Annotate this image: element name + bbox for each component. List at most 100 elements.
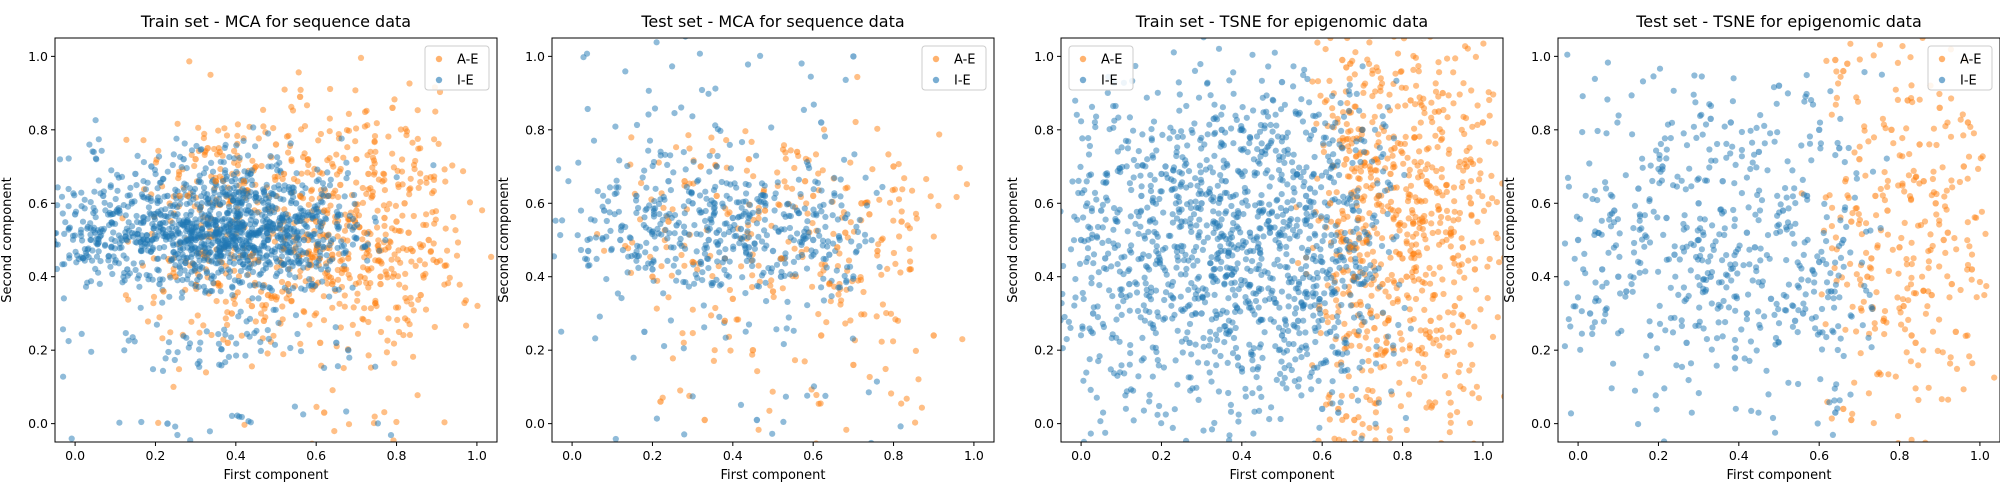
x-tick-label: 1.0	[467, 448, 487, 463]
density-point-a-e	[1456, 295, 1463, 302]
density-point-i-e	[851, 151, 858, 158]
density-point-i-e	[146, 210, 153, 217]
data-point-i-e	[236, 258, 243, 266]
density-point-a-e	[1447, 399, 1454, 406]
density-point-i-e	[120, 202, 127, 209]
density-point-i-e	[693, 248, 700, 255]
density-point-i-e	[645, 147, 652, 154]
density-point-i-e	[1296, 330, 1303, 337]
density-point-i-e	[156, 244, 163, 252]
density-point-a-e	[819, 167, 826, 174]
density-point-a-e	[255, 135, 262, 142]
density-point-i-e	[242, 352, 249, 359]
density-point-i-e	[1309, 289, 1316, 297]
density-point-i-e	[260, 242, 267, 249]
density-point-i-e	[1198, 145, 1205, 152]
density-point-i-e	[726, 195, 733, 202]
density-point-i-e	[1303, 204, 1310, 211]
density-point-i-e	[387, 432, 395, 439]
density-point-i-e	[1127, 213, 1134, 220]
density-point-i-e	[1072, 276, 1079, 283]
density-point-i-e	[643, 239, 650, 246]
density-point-i-e	[803, 265, 811, 272]
density-point-i-e	[1152, 330, 1159, 337]
density-point-a-e	[601, 247, 608, 254]
density-point-a-e	[1403, 292, 1411, 299]
density-point-i-e	[1181, 162, 1188, 169]
density-point-a-e	[1416, 197, 1423, 204]
data-point-a-e	[321, 409, 328, 416]
density-point-i-e	[1146, 391, 1153, 398]
density-point-i-e	[235, 188, 242, 195]
density-point-i-e	[1203, 222, 1210, 229]
density-point-a-e	[653, 305, 660, 312]
density-point-a-e	[883, 310, 890, 317]
density-point-i-e	[1127, 350, 1134, 357]
density-point-i-e	[1051, 328, 1057, 334]
density-point-a-e	[918, 404, 926, 411]
density-point-i-e	[1222, 323, 1229, 330]
density-point-a-e	[1369, 93, 1376, 100]
density-point-i-e	[603, 217, 610, 225]
density-point-i-e	[1283, 251, 1290, 258]
density-point-i-e	[1228, 202, 1235, 210]
data-point-a-e	[216, 148, 223, 156]
density-point-a-e	[813, 440, 819, 442]
density-point-a-e	[1410, 66, 1417, 73]
density-point-a-e	[260, 106, 267, 113]
density-point-i-e	[1141, 232, 1148, 239]
density-point-a-e	[1403, 186, 1410, 193]
density-point-a-e	[1452, 55, 1459, 62]
data-point-a-e	[898, 218, 905, 225]
density-point-i-e	[862, 174, 869, 181]
x-tick-label: 0.2	[146, 448, 166, 463]
density-point-i-e	[209, 168, 217, 175]
density-point-a-e	[912, 210, 920, 217]
density-point-i-e	[298, 285, 305, 292]
density-point-i-e	[1086, 356, 1093, 363]
density-point-i-e	[636, 450, 642, 456]
density-point-i-e	[1169, 219, 1176, 226]
density-point-i-e	[1265, 63, 1272, 70]
density-point-i-e	[274, 243, 281, 250]
density-point-a-e	[222, 298, 229, 305]
data-point-i-e	[212, 222, 219, 229]
density-point-i-e	[110, 210, 117, 217]
density-point-i-e	[1227, 327, 1234, 334]
density-point-a-e	[779, 285, 786, 292]
density-point-a-e	[1486, 112, 1493, 119]
density-point-i-e	[639, 174, 646, 181]
density-point-a-e	[1411, 125, 1418, 132]
density-point-i-e	[649, 230, 656, 237]
density-point-i-e	[1215, 210, 1222, 217]
density-point-a-e	[1478, 238, 1485, 245]
density-point-i-e	[1326, 140, 1333, 147]
density-point-i-e	[127, 184, 134, 191]
data-point-i-e	[92, 229, 99, 236]
density-point-i-e	[820, 297, 828, 304]
density-point-i-e	[1134, 162, 1141, 169]
density-point-a-e	[845, 257, 853, 264]
density-point-a-e	[1346, 147, 1353, 155]
density-point-a-e	[1325, 189, 1333, 197]
density-point-i-e	[125, 227, 132, 234]
density-point-i-e	[215, 331, 222, 338]
density-point-i-e	[1124, 145, 1131, 152]
data-point-i-e	[268, 247, 276, 255]
density-point-a-e	[1394, 50, 1402, 57]
density-point-i-e	[1274, 133, 1282, 140]
density-point-i-e	[612, 435, 619, 442]
density-point-i-e	[1145, 252, 1152, 260]
data-point-a-e	[345, 255, 352, 262]
density-point-a-e	[1435, 93, 1442, 100]
density-point-i-e	[1069, 178, 1076, 185]
density-point-i-e	[1091, 189, 1099, 196]
density-point-i-e	[1303, 210, 1310, 217]
density-point-a-e	[333, 171, 341, 178]
density-point-a-e	[155, 419, 162, 426]
density-point-a-e	[372, 148, 379, 155]
density-point-i-e	[92, 207, 99, 215]
density-point-i-e	[196, 363, 203, 370]
density-point-a-e	[329, 304, 336, 311]
density-point-i-e	[351, 191, 358, 199]
